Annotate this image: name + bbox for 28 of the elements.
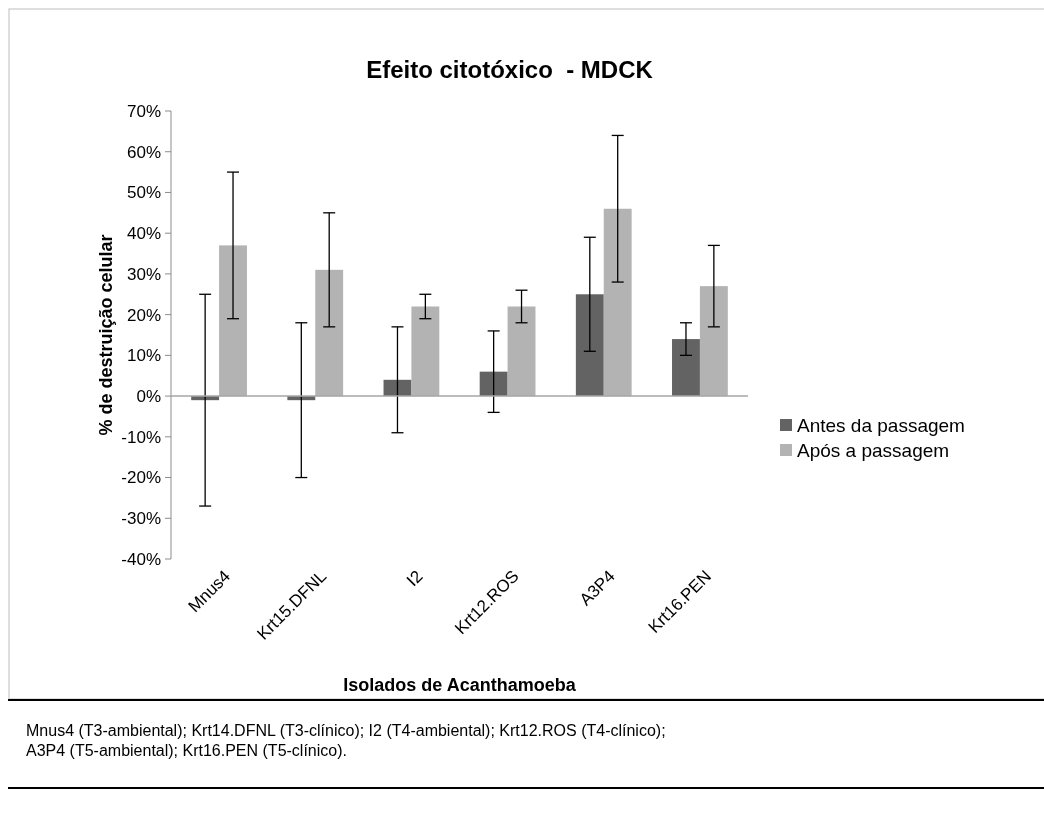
bar — [507, 306, 536, 397]
y-tick-label: 60% — [126, 142, 161, 162]
bar — [315, 269, 344, 397]
y-tick-label: -10% — [121, 427, 161, 447]
bar — [479, 371, 508, 397]
y-tick-label: -40% — [121, 549, 161, 569]
x-tick-label: I2 — [402, 566, 427, 591]
text: Mnus4 (T3-ambiental); Krt14.DFNL (T3-clínico); I2 (T4-ambiental); Krt12.ROS (T4-clínico); A3P4 (T5-ambiental); Krt16.PEN (T5-clínico). — [26, 722, 666, 759]
bar — [672, 339, 700, 397]
chart-title: Efeito citotóxico - MDCK — [366, 56, 654, 83]
y-tick-label: -30% — [121, 509, 161, 529]
x-axis-title: Isolados de Acanthamoeba — [343, 675, 577, 695]
bar — [411, 306, 440, 397]
y-axis-title: % de destruição celular — [96, 234, 116, 436]
bar — [219, 245, 247, 397]
legend-label: Antes da passagem — [797, 414, 965, 436]
y-tick-label: -20% — [121, 468, 161, 488]
y-tick-label: 30% — [126, 264, 161, 284]
y-tick-label: 20% — [126, 305, 161, 325]
legend-label: Após a passagem — [797, 439, 950, 461]
y-tick-label: 40% — [126, 224, 161, 244]
y-tick-label: 0% — [136, 387, 161, 407]
y-tick-label: 50% — [126, 183, 161, 203]
y-tick-label: 10% — [126, 346, 161, 366]
bar — [699, 286, 728, 397]
bar — [575, 294, 604, 397]
bar — [603, 208, 632, 397]
y-tick-label: 70% — [126, 101, 161, 121]
